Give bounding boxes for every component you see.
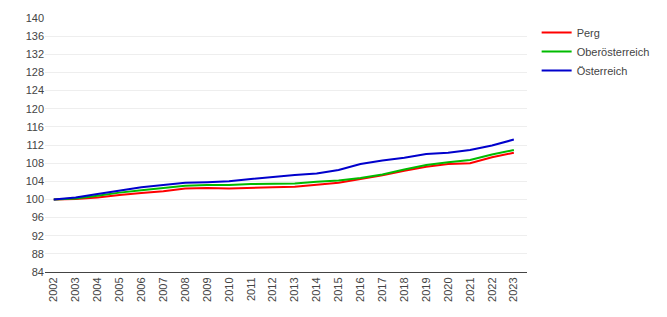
svg-text:2013: 2013 bbox=[288, 277, 300, 301]
svg-text:2005: 2005 bbox=[113, 277, 125, 301]
svg-text:Perg: Perg bbox=[577, 27, 600, 39]
svg-text:2008: 2008 bbox=[179, 277, 191, 301]
svg-text:2022: 2022 bbox=[486, 277, 498, 301]
svg-text:116: 116 bbox=[26, 121, 44, 133]
svg-text:120: 120 bbox=[26, 103, 44, 115]
svg-text:108: 108 bbox=[26, 157, 44, 169]
svg-text:Oberösterreich: Oberösterreich bbox=[577, 46, 650, 58]
svg-text:2021: 2021 bbox=[464, 277, 476, 301]
svg-text:2007: 2007 bbox=[157, 277, 169, 301]
svg-text:2018: 2018 bbox=[398, 277, 410, 301]
svg-text:132: 132 bbox=[26, 48, 44, 60]
svg-text:2006: 2006 bbox=[135, 277, 147, 301]
svg-text:88: 88 bbox=[32, 248, 44, 260]
svg-text:2003: 2003 bbox=[69, 277, 81, 301]
svg-text:92: 92 bbox=[32, 230, 44, 242]
svg-text:2012: 2012 bbox=[266, 277, 278, 301]
svg-text:2017: 2017 bbox=[376, 277, 388, 301]
svg-text:2002: 2002 bbox=[47, 277, 59, 301]
svg-text:2014: 2014 bbox=[310, 277, 322, 301]
svg-text:136: 136 bbox=[26, 30, 44, 42]
svg-text:2015: 2015 bbox=[332, 277, 344, 301]
svg-text:112: 112 bbox=[26, 139, 44, 151]
svg-text:2011: 2011 bbox=[245, 277, 257, 301]
svg-text:104: 104 bbox=[26, 175, 44, 187]
svg-text:140: 140 bbox=[26, 12, 44, 24]
svg-text:84: 84 bbox=[32, 266, 44, 278]
svg-text:100: 100 bbox=[26, 193, 44, 205]
svg-text:124: 124 bbox=[26, 84, 44, 96]
svg-text:Österreich: Österreich bbox=[577, 65, 628, 77]
svg-text:128: 128 bbox=[26, 66, 44, 78]
svg-text:2016: 2016 bbox=[354, 277, 366, 301]
svg-text:2010: 2010 bbox=[223, 277, 235, 301]
svg-text:2009: 2009 bbox=[201, 277, 213, 301]
svg-text:96: 96 bbox=[32, 211, 44, 223]
svg-text:2023: 2023 bbox=[507, 277, 519, 301]
svg-text:2020: 2020 bbox=[442, 277, 454, 301]
svg-text:2019: 2019 bbox=[420, 277, 432, 301]
svg-text:2004: 2004 bbox=[91, 277, 103, 301]
